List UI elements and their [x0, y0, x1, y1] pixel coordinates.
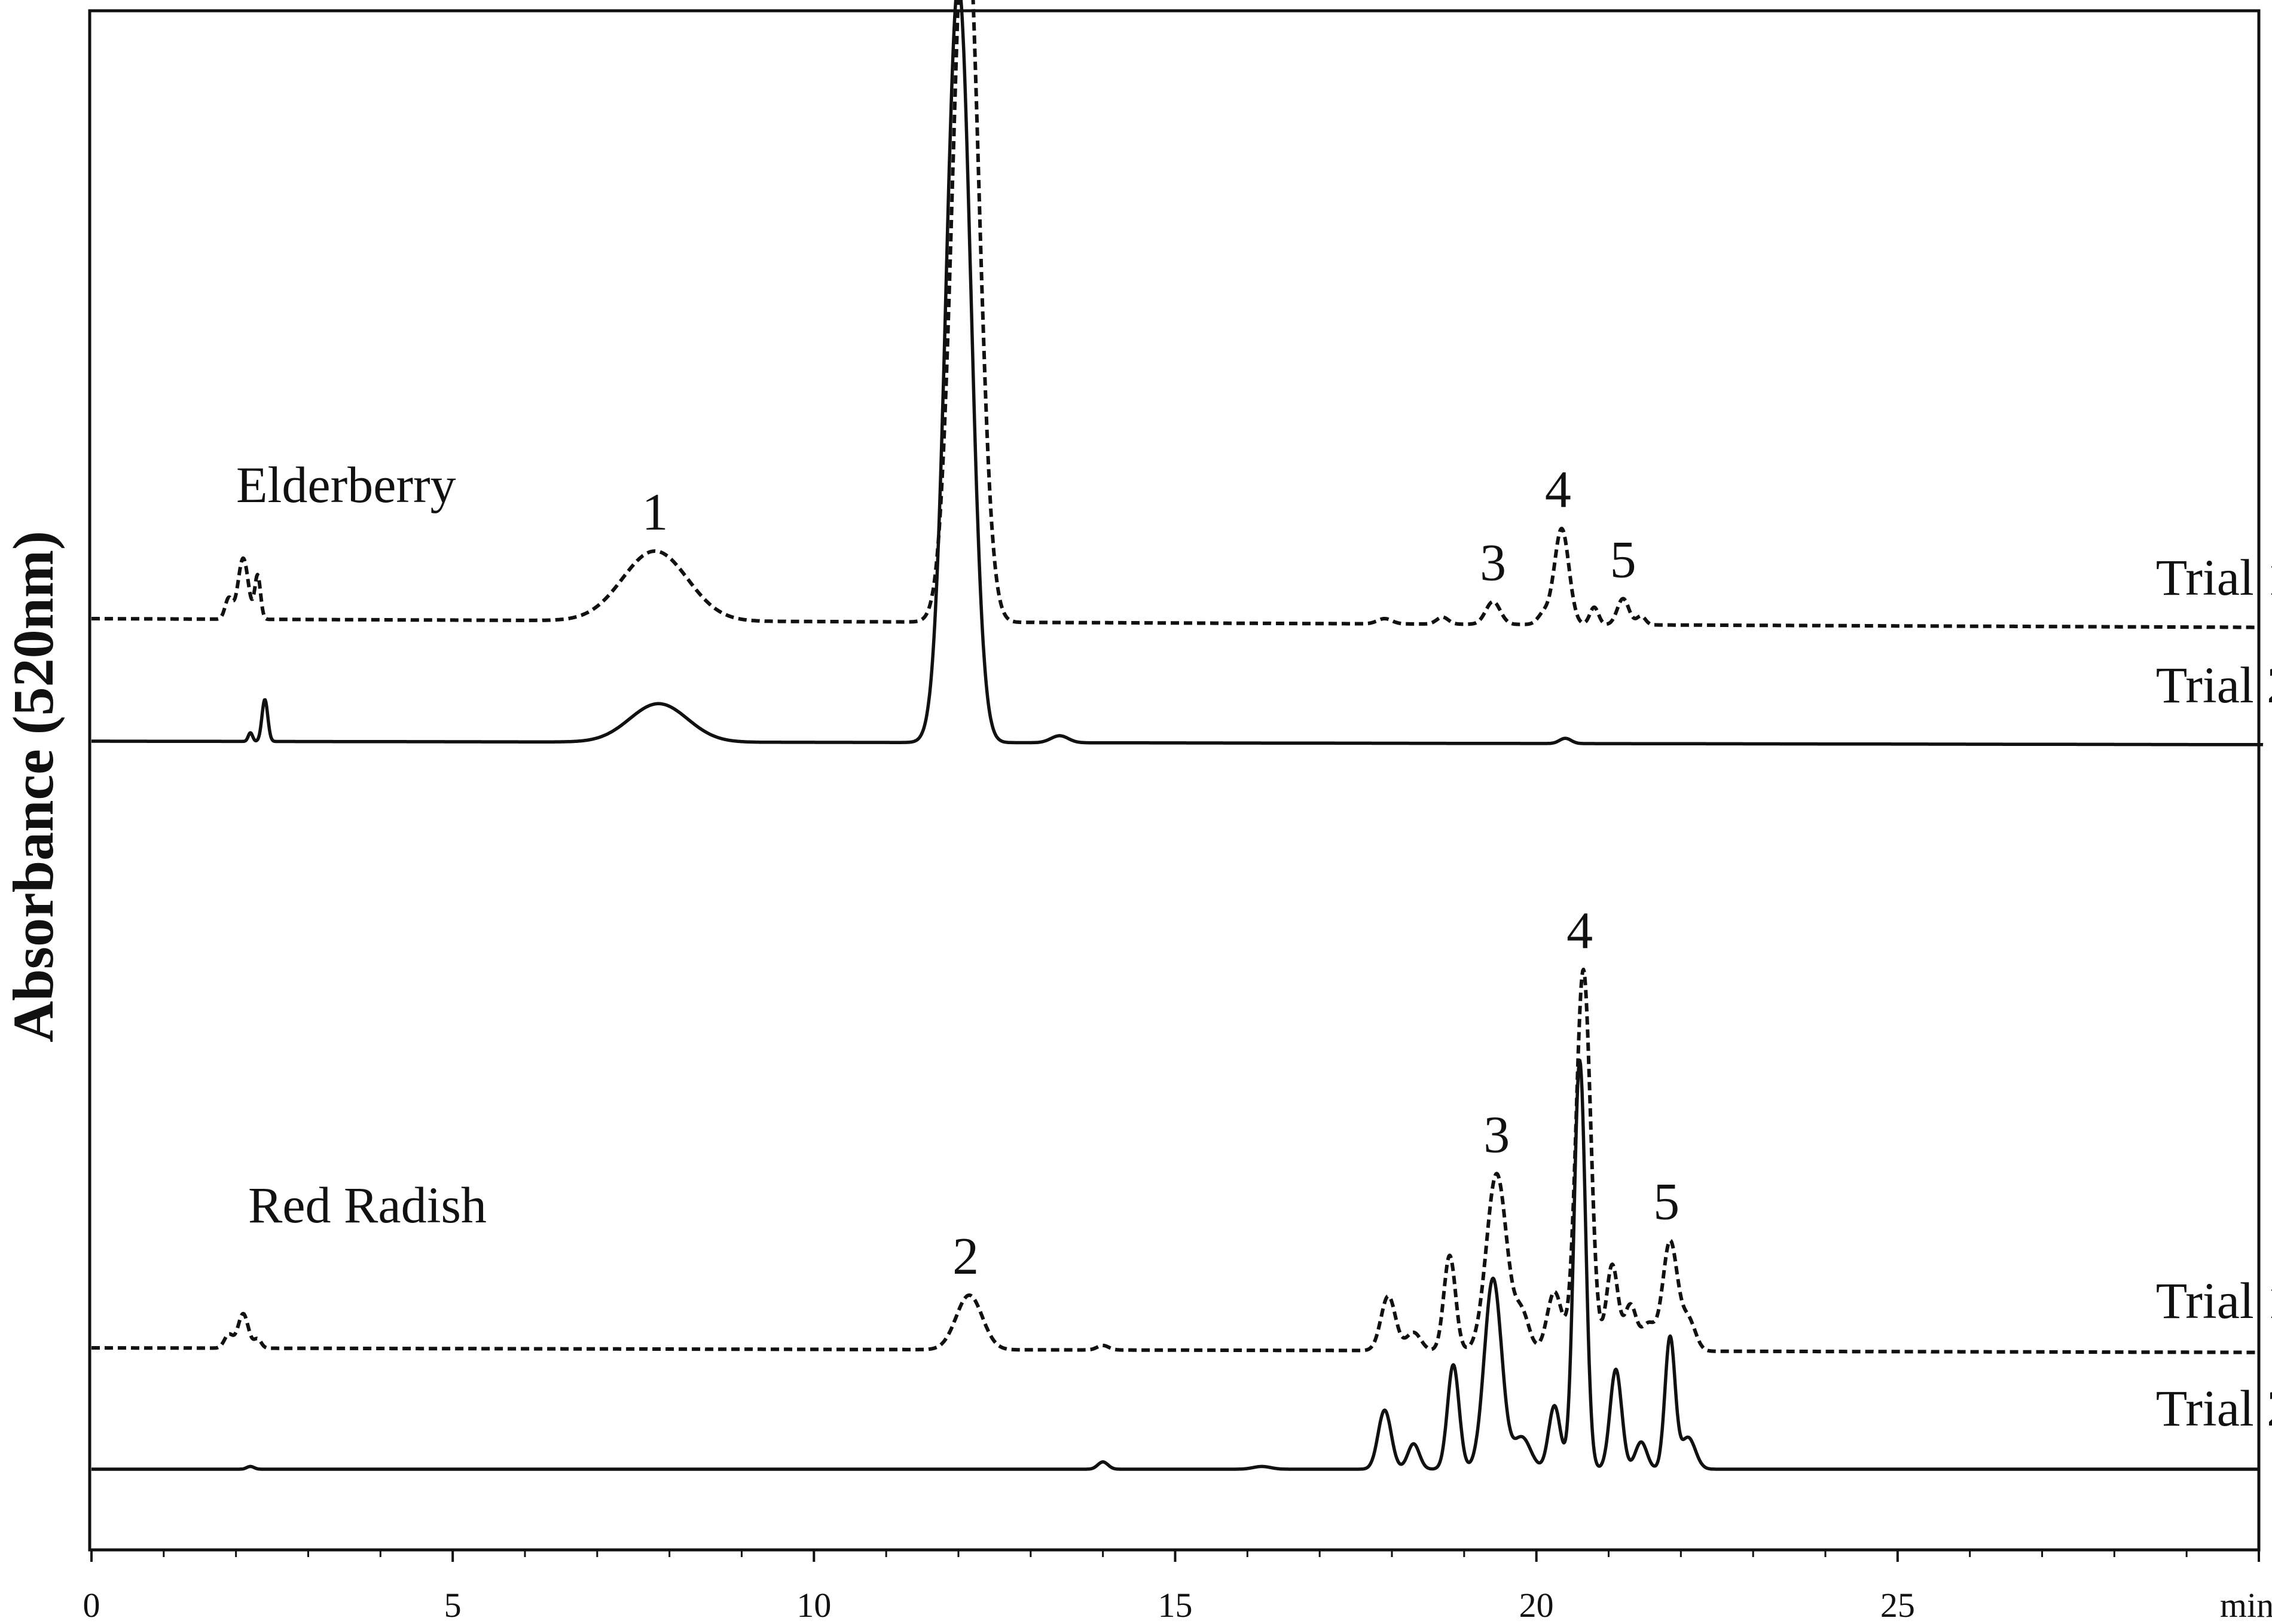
trial-label: Trial 2	[2156, 656, 2272, 714]
peak-label: 3	[1483, 1106, 1510, 1164]
y-axis-label: Absorbance (520nm)	[1, 531, 65, 1042]
x-axis: 0 5 10 15 20 25 min	[83, 1550, 2272, 1624]
trace-trial-1-dashed	[90, 0, 2258, 629]
peak-label: 1	[642, 484, 668, 542]
trial-label: Trial 1	[2156, 549, 2272, 606]
peak-label: 4	[1566, 902, 1593, 960]
trial-label: Trial 2	[2156, 1380, 2272, 1437]
trace-trial-2-solid	[90, 1059, 2261, 1471]
x-tick-label: 25	[1880, 1586, 1915, 1624]
peak-label: 2	[952, 1228, 979, 1286]
panel-red-radish: Red Radish Trial 1 Trial 2 2 3 4 5	[90, 902, 2272, 1471]
trial-label: Trial 1	[2156, 1272, 2272, 1329]
x-axis-unit-label: min	[2220, 1586, 2272, 1624]
peak-label: 5	[1653, 1173, 1679, 1231]
x-tick-label: 15	[1158, 1586, 1193, 1624]
x-tick-label: 10	[796, 1586, 831, 1624]
trace-trial-2-solid	[90, 0, 2264, 747]
x-tick-label: 20	[1519, 1586, 1554, 1624]
peak-label: 4	[1545, 461, 1571, 519]
trace-trial-1-dashed	[90, 967, 2261, 1354]
sample-label: Elderberry	[236, 456, 456, 513]
peak-label: 3	[1480, 534, 1506, 592]
plot-frame	[88, 9, 2261, 1552]
sample-label: Red Radish	[248, 1176, 487, 1234]
x-tick-label: 0	[83, 1586, 100, 1624]
peak-label: 5	[1610, 531, 1636, 589]
x-tick-label: 5	[444, 1586, 462, 1624]
